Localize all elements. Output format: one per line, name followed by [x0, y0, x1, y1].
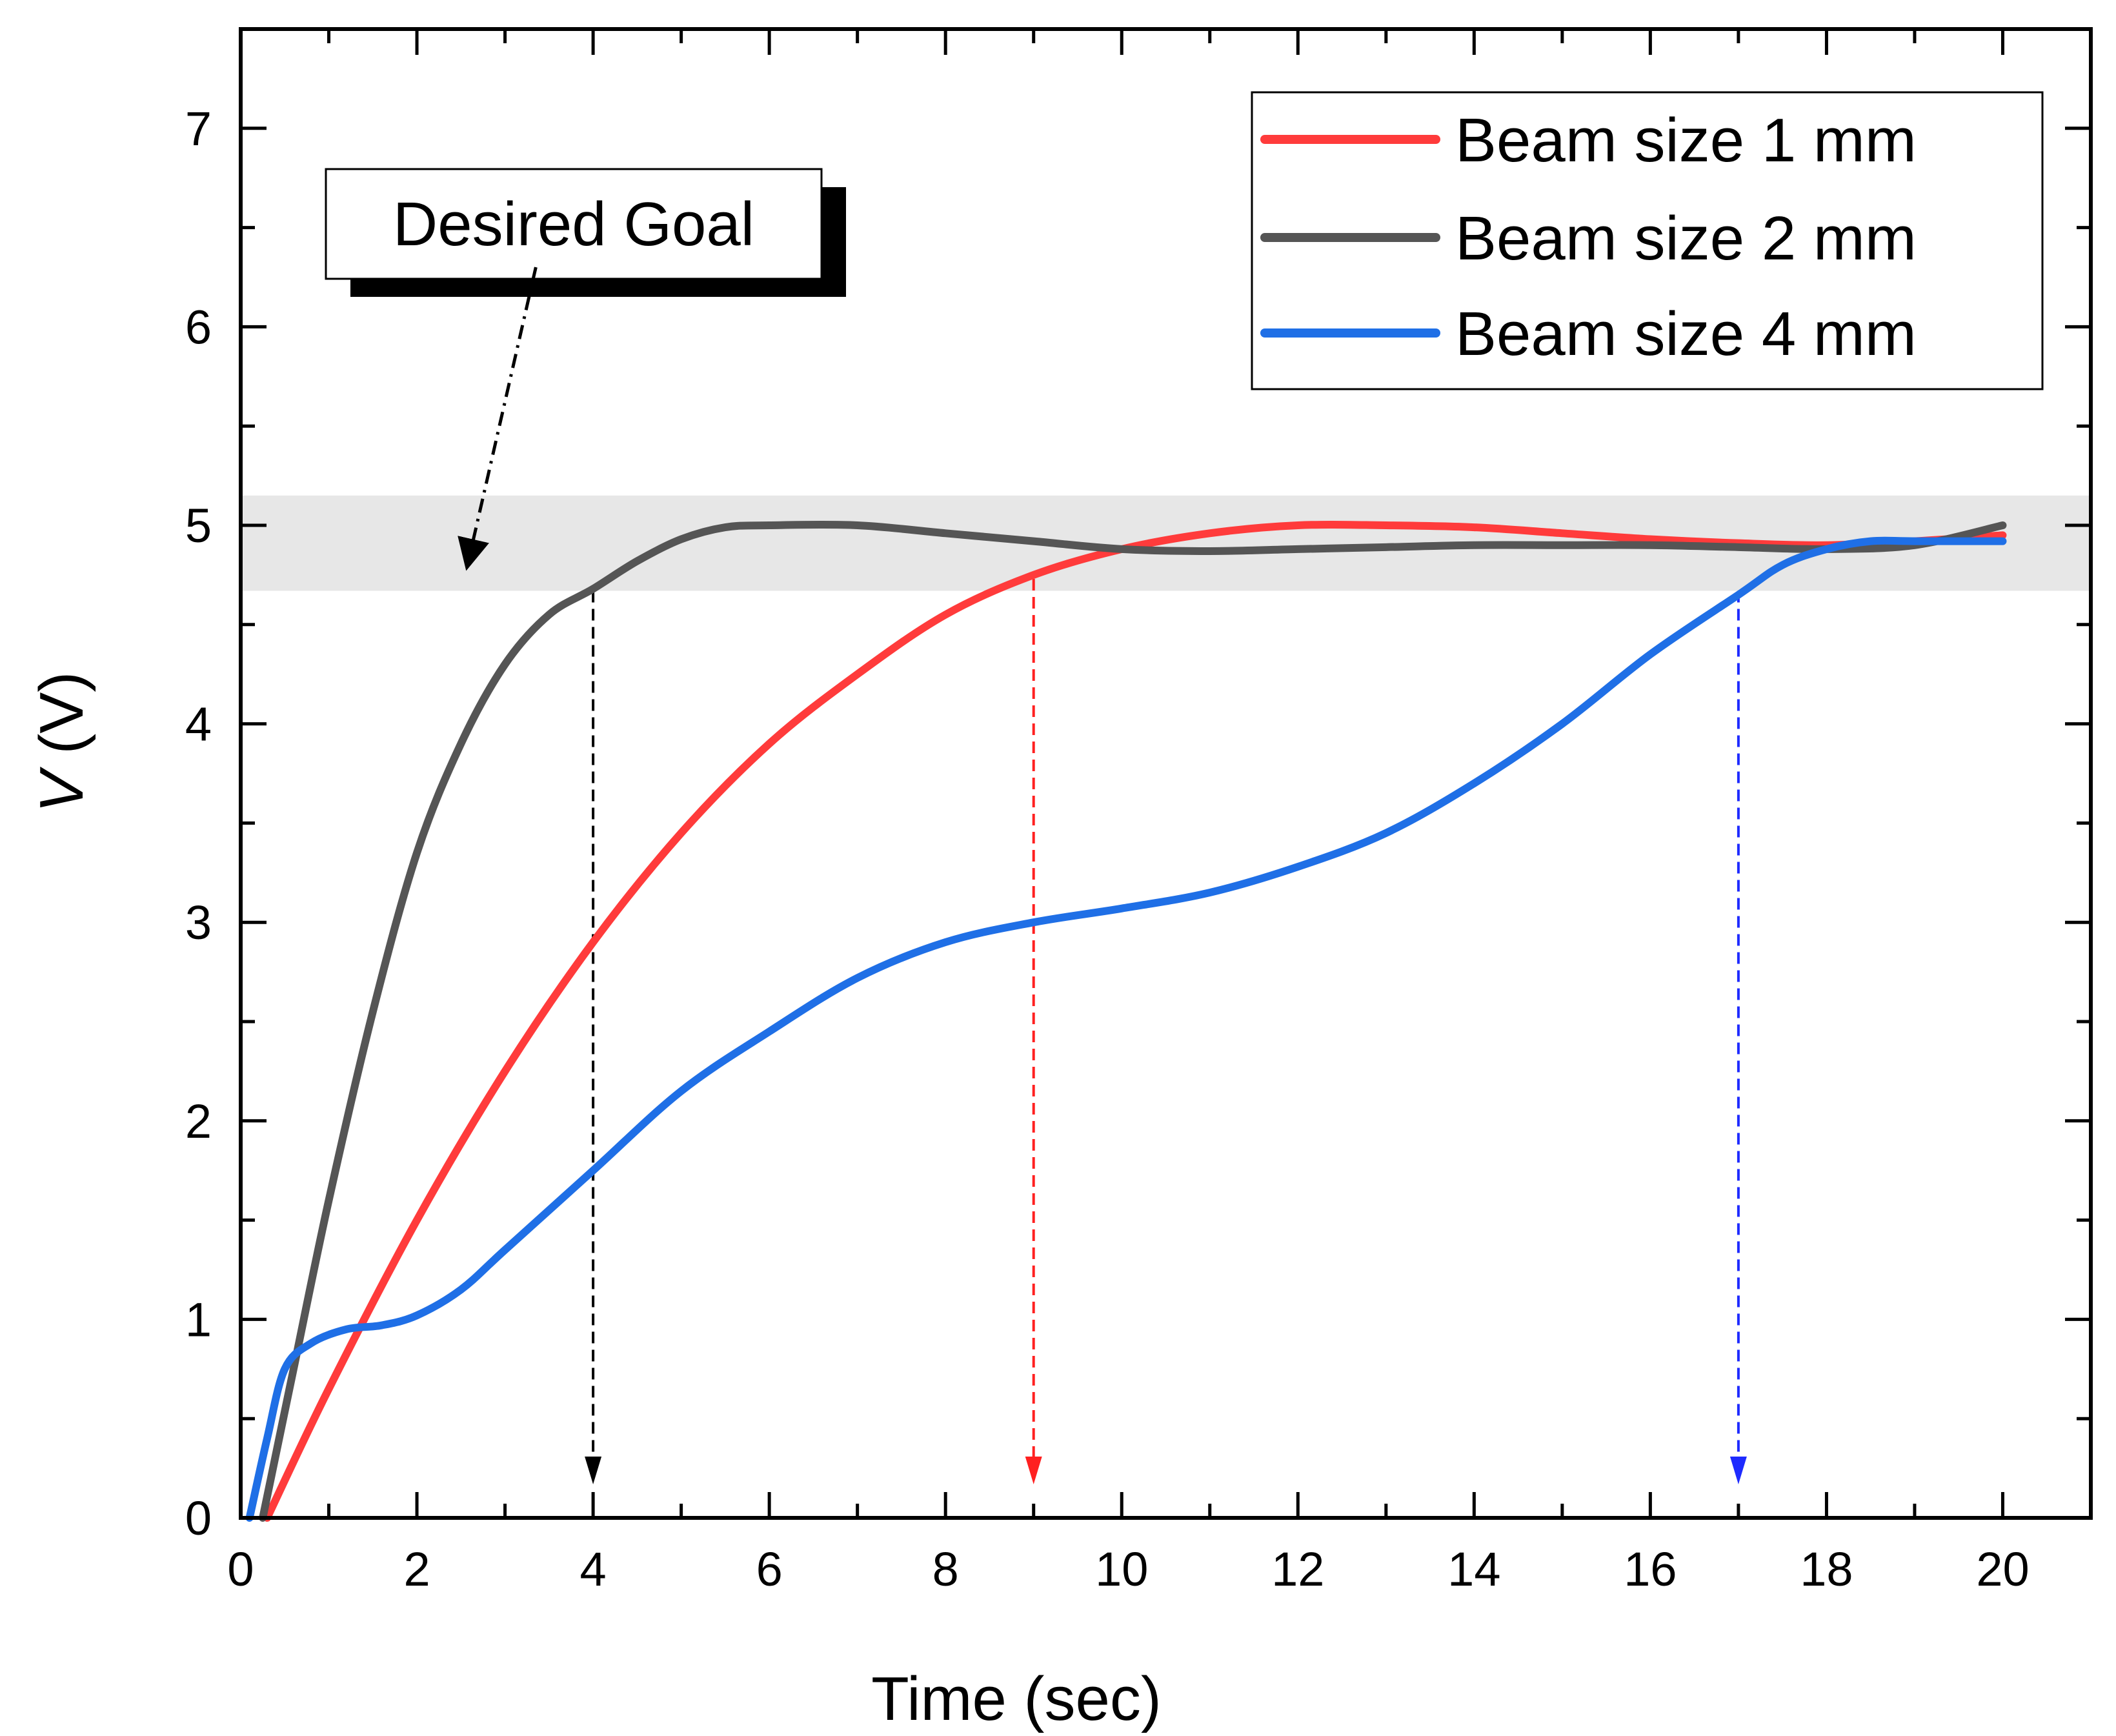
plot-frame — [239, 27, 2093, 1520]
annotation-arrow — [458, 267, 538, 571]
x-tick-label: 8 — [932, 1542, 959, 1596]
series-line-1 — [259, 520, 2007, 1522]
y-tick-label: 3 — [185, 896, 212, 949]
y-axis-variable: V — [27, 766, 96, 812]
y-tick-label: 0 — [185, 1491, 212, 1545]
x-tick-label: 2 — [403, 1542, 430, 1596]
legend-label-4mm: Beam size 4 mm — [1455, 299, 1917, 368]
series-line-2 — [245, 536, 2007, 1522]
settle-arrowhead-1 — [1025, 1457, 1042, 1484]
settle-arrowhead-2 — [1729, 1457, 1747, 1484]
x-axis: 0 2 4 6 8 10 12 14 16 18 20 — [227, 29, 2093, 1596]
series-layer — [245, 520, 2007, 1522]
x-tick-label: 16 — [1624, 1542, 1677, 1596]
y-tick-label: 5 — [185, 499, 212, 552]
annotation-text: Desired Goal — [393, 190, 754, 259]
annotation-box — [325, 168, 823, 280]
x-tick-label: 0 — [227, 1542, 254, 1596]
x-tick-label: 6 — [756, 1542, 783, 1596]
y-axis-unit: (V) — [27, 672, 96, 772]
y-tick-label: 1 — [185, 1293, 212, 1346]
settle-arrowhead-0 — [585, 1457, 602, 1484]
y-tick-label: 2 — [185, 1095, 212, 1148]
y-tick-label: 4 — [185, 698, 212, 751]
x-tick-label: 4 — [580, 1542, 607, 1596]
x-tick-label: 20 — [1976, 1542, 2029, 1596]
x-tick-label: 12 — [1271, 1542, 1324, 1596]
y-tick-label: 6 — [185, 300, 212, 354]
x-tick-label: 10 — [1095, 1542, 1148, 1596]
legend: Beam size 1 mm Beam size 2 mm Beam size … — [1251, 91, 2044, 390]
series-line-0 — [263, 520, 2007, 1522]
x-tick-label: 14 — [1447, 1542, 1500, 1596]
settle-markers — [585, 579, 1747, 1484]
annotation: Desired Goal — [325, 168, 846, 571]
legend-label-1mm: Beam size 1 mm — [1455, 106, 1917, 175]
x-axis-title: Time (sec) — [871, 1664, 1162, 1733]
y-axis-title: V (V) — [27, 672, 96, 813]
y-axis: 0 1 2 3 4 5 6 7 — [185, 27, 2091, 1545]
legend-label-2mm: Beam size 2 mm — [1455, 204, 1917, 273]
x-tick-label: 18 — [1800, 1542, 1853, 1596]
y-tick-label: 7 — [185, 102, 212, 156]
